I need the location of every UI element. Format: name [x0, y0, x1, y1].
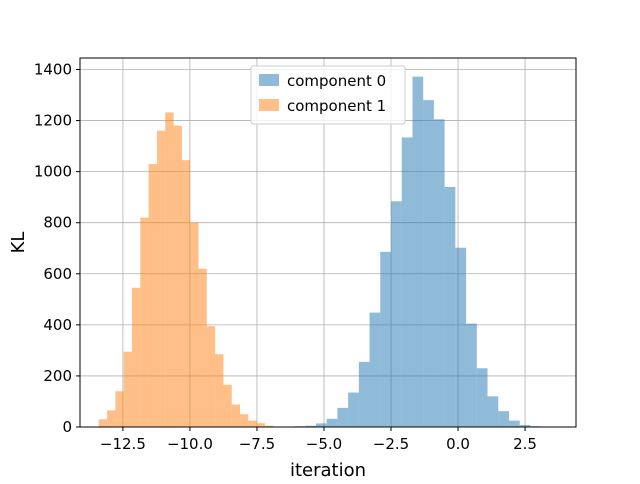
histogram-bar: [115, 391, 123, 427]
histogram-bar: [477, 368, 488, 427]
histogram-bar: [445, 187, 456, 427]
histogram-bar: [509, 421, 520, 427]
histogram-bar: [174, 126, 182, 427]
histogram-bar: [240, 414, 248, 427]
x-tick-label: −12.5: [100, 435, 146, 453]
histogram-bar: [327, 419, 338, 427]
histogram-bar: [402, 137, 413, 427]
x-tick-label: −10.0: [167, 435, 213, 453]
histogram-bar: [412, 77, 423, 427]
histogram-bar: [248, 421, 256, 427]
y-tick-label: 1400: [34, 60, 72, 78]
x-tick-label: −7.5: [239, 435, 275, 453]
y-tick-label: 400: [43, 316, 72, 334]
legend: component 0 component 1: [251, 66, 405, 124]
histogram-bar: [359, 362, 370, 427]
histogram-bar: [207, 326, 215, 427]
histogram-bar: [391, 201, 402, 427]
legend-label: component 0: [287, 72, 386, 90]
histogram-bar: [257, 423, 265, 427]
histogram-bar: [182, 160, 190, 427]
x-tick-label: 2.5: [513, 435, 537, 453]
histogram-bar: [370, 313, 381, 427]
histogram-bar: [132, 288, 140, 427]
x-axis-label: iteration: [290, 460, 366, 480]
histogram-bar: [466, 324, 477, 427]
y-tick-label: 1200: [34, 112, 72, 130]
histogram-bar: [488, 396, 499, 427]
histogram-bar: [337, 408, 348, 427]
x-tick-label: 0.0: [446, 435, 470, 453]
legend-label: component 1: [287, 97, 386, 115]
histogram-bar: [165, 112, 173, 427]
y-tick-label: 1000: [34, 163, 72, 181]
y-tick-label: 600: [43, 265, 72, 283]
histogram-bar: [455, 248, 466, 427]
y-tick-label: 800: [43, 214, 72, 232]
histogram-bar: [348, 393, 359, 427]
bars-layer: [99, 77, 552, 427]
histogram-bar: [190, 223, 198, 427]
histogram-bar: [124, 352, 132, 427]
y-axis-label: KL: [8, 232, 29, 254]
histogram-bar: [380, 252, 391, 427]
x-tick-label: −2.5: [373, 435, 409, 453]
x-tick-label: −5.0: [306, 435, 342, 453]
histogram-bar: [157, 131, 165, 427]
histogram-bar: [107, 410, 115, 427]
histogram-bar: [316, 423, 327, 427]
histogram-bar: [215, 354, 223, 427]
histogram-bar: [232, 405, 240, 427]
legend-swatch: [259, 99, 279, 111]
histogram-bar: [199, 269, 207, 427]
histogram-bar: [140, 218, 148, 427]
histogram-bar: [223, 385, 231, 427]
histogram-bar: [423, 100, 434, 427]
y-tick-label: 200: [43, 367, 72, 385]
y-tick-label: 0: [62, 418, 72, 436]
histogram-bar: [149, 164, 157, 427]
legend-swatch: [259, 74, 279, 86]
histogram-bar: [434, 119, 445, 427]
histogram-bar: [99, 419, 107, 427]
histogram-bar: [498, 411, 509, 427]
